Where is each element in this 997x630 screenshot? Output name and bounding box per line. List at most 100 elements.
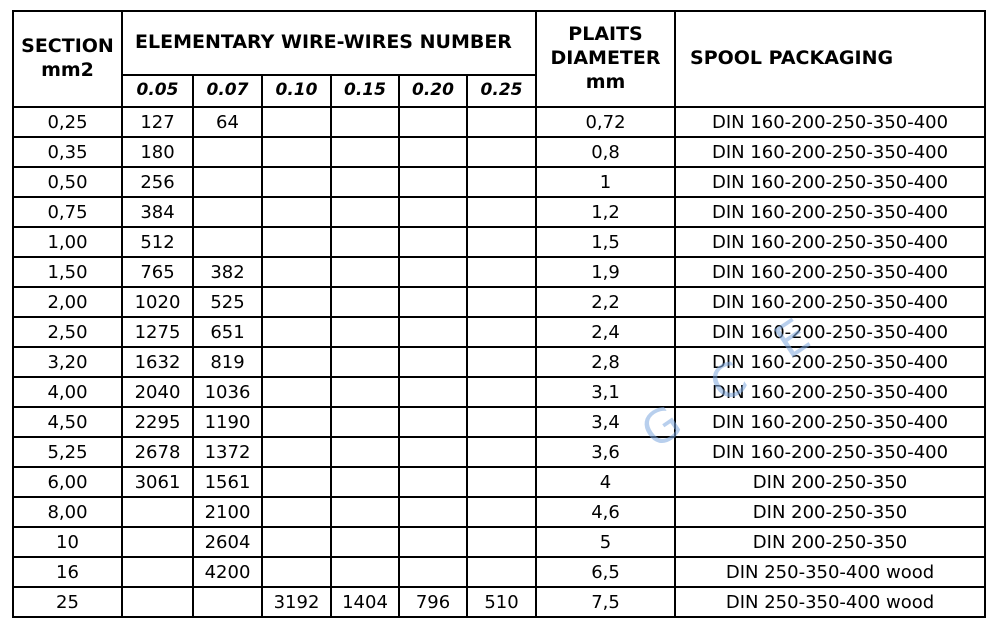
- wire-count-cell: 1036: [192, 376, 263, 408]
- wire-count-cell: [261, 136, 332, 168]
- wire-count-cell: 2040: [121, 376, 194, 408]
- wire-count-cell: 1404: [330, 586, 400, 618]
- diameter-cell: 5: [535, 526, 677, 558]
- wire-count-cell: [330, 436, 400, 468]
- wire-count-cell: [330, 286, 400, 318]
- wire-count-cell: 384: [121, 196, 194, 228]
- wire-count-cell: [398, 556, 468, 588]
- wire-count-cell: [330, 406, 400, 438]
- diameter-cell: 2,2: [535, 286, 677, 318]
- wire-count-cell: [398, 406, 468, 438]
- wire-count-cell: [465, 106, 538, 138]
- wire-count-cell: 180: [121, 136, 194, 168]
- table-row: 16 4200 6,5 DIN 250-350-400 wood: [12, 556, 987, 588]
- table-body: 0,25 127 64 0,72 DIN 160-200-250-350-400 0,35…: [12, 106, 987, 618]
- section-cell: 2,00: [12, 286, 123, 318]
- wire-count-cell: [261, 316, 332, 348]
- wire-count-cell: [465, 196, 538, 228]
- section-cell: 25: [12, 586, 123, 618]
- wire-size-header-0.05: 0.05: [121, 74, 194, 108]
- section-cell: 3,20: [12, 346, 123, 378]
- wire-count-cell: 2100: [192, 496, 263, 528]
- diameter-cell: 0,72: [535, 106, 677, 138]
- section-cell: 6,00: [12, 466, 123, 498]
- section-cell: 0,35: [12, 136, 123, 168]
- table-row: 4,00 2040 1036 3,1 DIN 160-200-250-350-400: [12, 376, 987, 408]
- wire-count-cell: [398, 136, 468, 168]
- wire-size-header-0.07: 0.07: [192, 74, 263, 108]
- wire-count-cell: [121, 586, 194, 618]
- wire-count-cell: 1632: [121, 346, 194, 378]
- wire-count-cell: [261, 196, 332, 228]
- wire-count-cell: [398, 106, 468, 138]
- wire-count-cell: [330, 466, 400, 498]
- table-row: 25 3192 1404 796 510 7,5 DIN 250-350-400 wood: [12, 586, 987, 618]
- wire-count-cell: [465, 316, 538, 348]
- diameter-cell: 1,5: [535, 226, 677, 258]
- wire-count-cell: [121, 496, 194, 528]
- wire-count-cell: [465, 226, 538, 258]
- diameter-cell: 0,8: [535, 136, 677, 168]
- wire-count-cell: 3061: [121, 466, 194, 498]
- wire-count-cell: [330, 556, 400, 588]
- section-cell: 1,00: [12, 226, 123, 258]
- wire-count-cell: 382: [192, 256, 263, 288]
- wire-count-cell: [398, 526, 468, 558]
- section-cell: 2,50: [12, 316, 123, 348]
- wire-count-cell: [465, 436, 538, 468]
- wire-count-cell: [330, 526, 400, 558]
- diameter-cell: 1,9: [535, 256, 677, 288]
- wire-count-cell: [398, 496, 468, 528]
- section-cell: 10: [12, 526, 123, 558]
- table-row: 4,50 2295 1190 3,4 DIN 160-200-250-350-400: [12, 406, 987, 438]
- wire-count-cell: 1372: [192, 436, 263, 468]
- wire-count-cell: [465, 466, 538, 498]
- wire-count-cell: [465, 556, 538, 588]
- wire-count-cell: 651: [192, 316, 263, 348]
- section-cell: 0,75: [12, 196, 123, 228]
- wire-count-cell: 1275: [121, 316, 194, 348]
- wire-count-cell: [261, 166, 332, 198]
- wire-count-cell: [261, 466, 332, 498]
- header-row-main: SECTION mm2 ELEMENTARY WIRE-WIRES NUMBER…: [12, 10, 987, 108]
- spool-cell: DIN 160-200-250-350-400: [674, 316, 987, 348]
- wire-count-cell: [398, 286, 468, 318]
- wire-count-cell: [398, 316, 468, 348]
- section-cell: 0,50: [12, 166, 123, 198]
- wire-count-cell: [465, 166, 538, 198]
- spool-cell: DIN 160-200-250-350-400: [674, 436, 987, 468]
- wire-count-cell: [465, 286, 538, 318]
- table-row: 0,25 127 64 0,72 DIN 160-200-250-350-400: [12, 106, 987, 138]
- wire-count-cell: [261, 376, 332, 408]
- diameter-cell: 3,4: [535, 406, 677, 438]
- wire-count-cell: 796: [398, 586, 468, 618]
- wire-count-cell: [398, 196, 468, 228]
- table-row: 0,50 256 1 DIN 160-200-250-350-400: [12, 166, 987, 198]
- wire-count-cell: 819: [192, 346, 263, 378]
- wire-count-cell: [330, 106, 400, 138]
- spool-cell: DIN 160-200-250-350-400: [674, 226, 987, 258]
- wire-count-cell: [398, 466, 468, 498]
- table-row: 8,00 2100 4,6 DIN 200-250-350: [12, 496, 987, 528]
- spool-cell: DIN 250-350-400 wood: [674, 556, 987, 588]
- section-cell: 4,50: [12, 406, 123, 438]
- wire-count-cell: [465, 136, 538, 168]
- wire-count-cell: [465, 346, 538, 378]
- wire-count-cell: [398, 436, 468, 468]
- wire-count-cell: [261, 106, 332, 138]
- wire-count-cell: 525: [192, 286, 263, 318]
- table-row: 0,35 180 0,8 DIN 160-200-250-350-400: [12, 136, 987, 168]
- wire-spec-table: SECTION mm2 ELEMENTARY WIRE-WIRES NUMBER…: [12, 10, 987, 618]
- spool-cell: DIN 160-200-250-350-400: [674, 406, 987, 438]
- wire-count-cell: [398, 166, 468, 198]
- wire-size-header-0.15: 0.15: [330, 74, 400, 108]
- wire-size-header-0.20: 0.20: [398, 74, 468, 108]
- diameter-cell: 7,5: [535, 586, 677, 618]
- table-header: SECTION mm2 ELEMENTARY WIRE-WIRES NUMBER…: [12, 10, 987, 108]
- section-cell: 16: [12, 556, 123, 588]
- table-row: 3,20 1632 819 2,8 DIN 160-200-250-350-400: [12, 346, 987, 378]
- wire-count-cell: 2604: [192, 526, 263, 558]
- table-row: 10 2604 5 DIN 200-250-350: [12, 526, 987, 558]
- wire-size-header-0.25: 0.25: [465, 74, 538, 108]
